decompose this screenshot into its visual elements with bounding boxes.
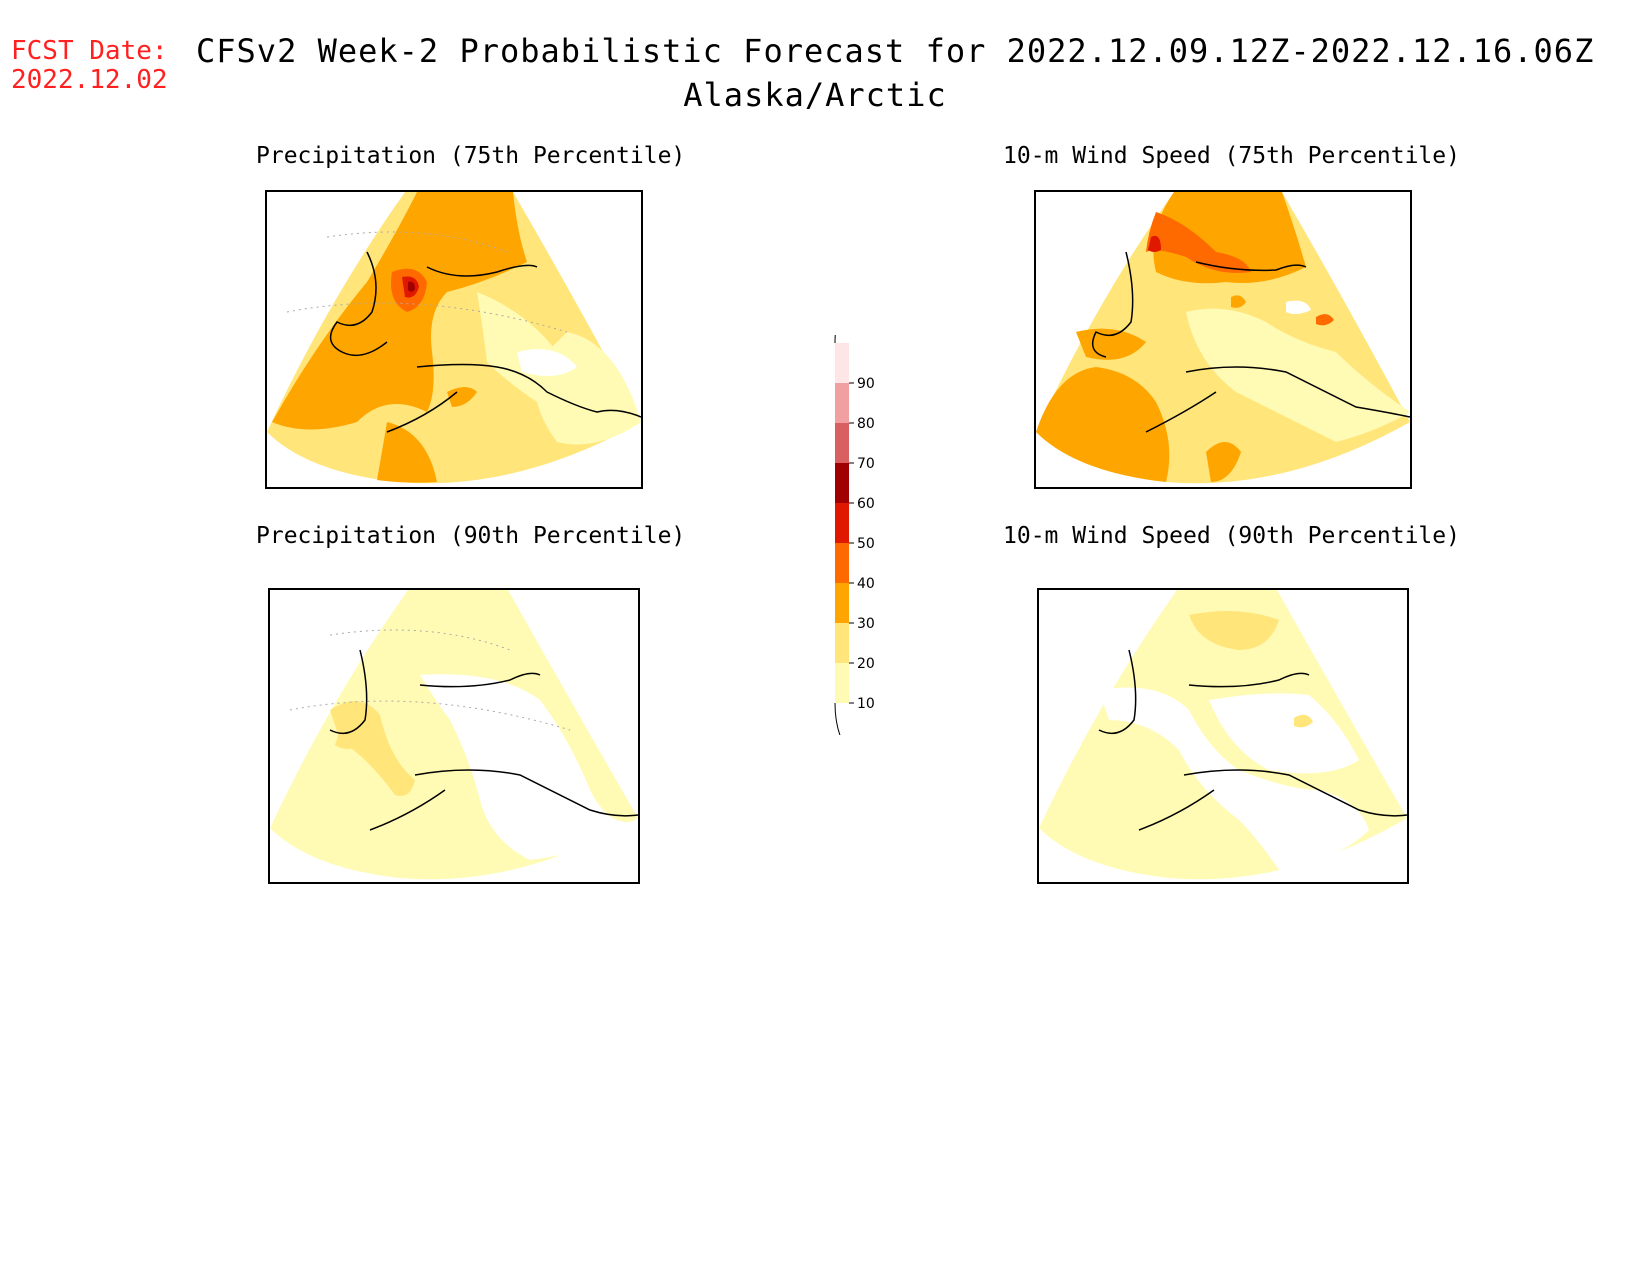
map-wind-90 xyxy=(1037,588,1409,884)
figure-title: CFSv2 Week-2 Probabilistic Forecast for … xyxy=(196,32,1595,70)
map-precip-90 xyxy=(268,588,640,884)
forecast-date-value: 2022.12.02 xyxy=(11,65,168,95)
colorbar-swatch xyxy=(835,383,849,423)
panel-title-wind-90: 10-m Wind Speed (90th Percentile) xyxy=(1003,523,1460,549)
colorbar-swatch xyxy=(835,343,849,383)
panel-title-precip-75: Precipitation (75th Percentile) xyxy=(256,143,686,169)
colorbar: 10 20 30 40 50 60 70 80 90 xyxy=(825,307,895,739)
forecast-date-block: FCST Date: 2022.12.02 xyxy=(11,37,168,95)
colorbar-swatch xyxy=(835,503,849,543)
colorbar-swatch xyxy=(835,463,849,503)
panel-title-precip-90: Precipitation (90th Percentile) xyxy=(256,523,686,549)
colorbar-tick-label: 40 xyxy=(857,576,875,592)
colorbar-tick-label: 10 xyxy=(857,696,875,712)
colorbar-lower-tail xyxy=(834,702,842,739)
colorbar-tick-label: 20 xyxy=(857,656,875,672)
colorbar-swatch xyxy=(835,583,849,623)
colorbar-tick-label: 30 xyxy=(857,616,875,632)
figure-subtitle: Alaska/Arctic xyxy=(683,76,947,114)
colorbar-tick-label: 90 xyxy=(857,376,875,392)
colorbar-swatch xyxy=(835,543,849,583)
colorbar-upper-tail xyxy=(834,307,842,344)
colorbar-tick-label: 50 xyxy=(857,536,875,552)
colorbar-swatch xyxy=(835,423,849,463)
map-wind-75 xyxy=(1034,190,1412,489)
map-precip-75 xyxy=(265,190,643,489)
colorbar-tick-label: 60 xyxy=(857,496,875,512)
colorbar-tick-label: 70 xyxy=(857,456,875,472)
colorbar-tick-label: 80 xyxy=(857,416,875,432)
colorbar-graphic: 10 20 30 40 50 60 70 80 90 xyxy=(834,307,875,739)
panel-title-wind-75: 10-m Wind Speed (75th Percentile) xyxy=(1003,143,1460,169)
forecast-date-label: FCST Date: xyxy=(11,36,168,66)
colorbar-swatch xyxy=(835,623,849,663)
colorbar-swatch xyxy=(835,663,849,703)
